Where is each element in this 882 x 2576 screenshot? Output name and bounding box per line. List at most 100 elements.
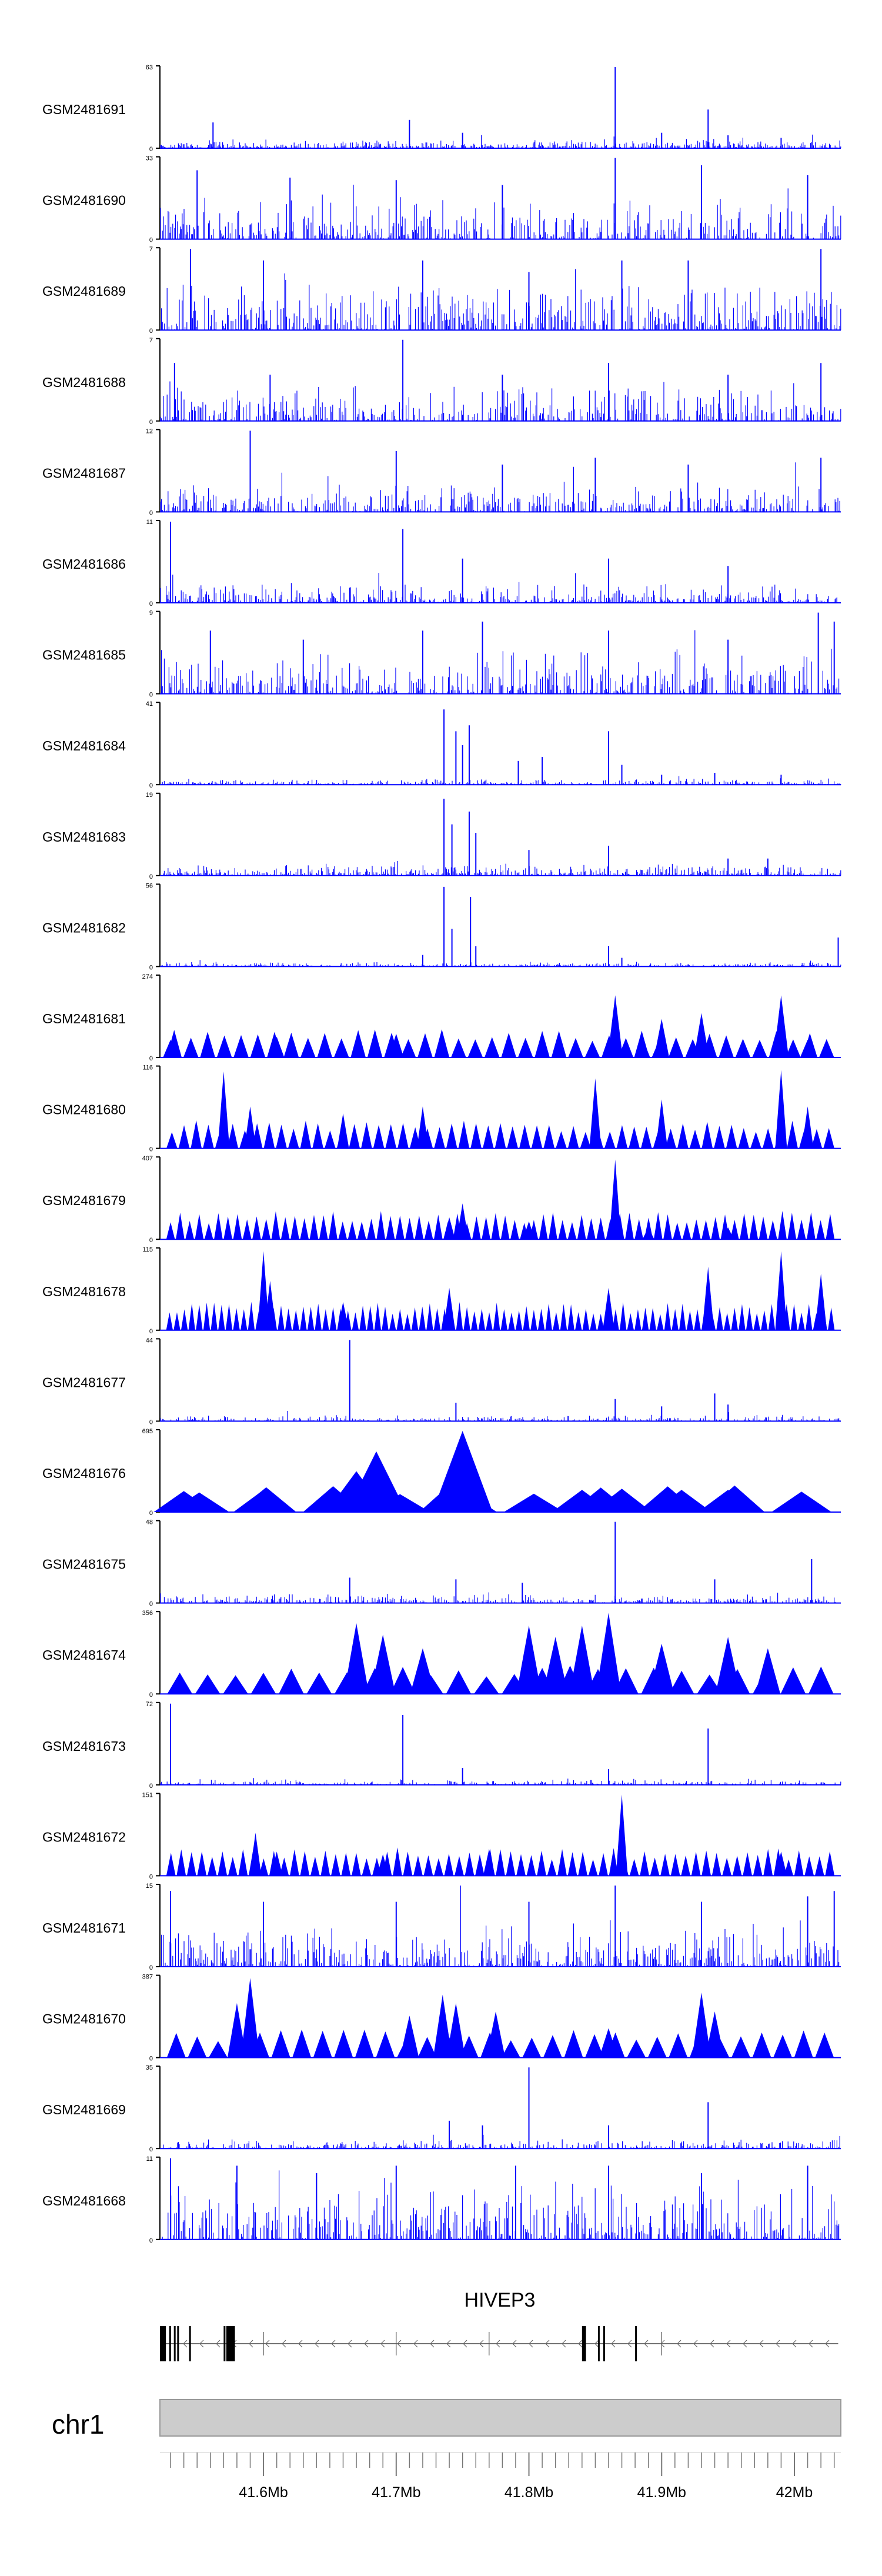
coverage-peak — [775, 1251, 787, 1330]
coverage-triangle — [649, 1307, 656, 1330]
coverage-triangle — [166, 1853, 176, 1876]
coverage-triangle — [815, 2033, 834, 2058]
coverage-triangle — [434, 1127, 445, 1149]
track-label: GSM2481672 — [42, 1829, 126, 1844]
coverage-triangle — [681, 1855, 691, 1876]
track-label: GSM2481687 — [42, 465, 126, 481]
coverage-peak — [691, 1993, 711, 2058]
coverage-triangle — [697, 1674, 722, 1694]
track-GSM2481687: GSM2481687 12 0 — [42, 428, 841, 516]
coverage-triangle — [167, 1673, 193, 1694]
coverage-triangle — [506, 1851, 516, 1876]
coverage-triangle — [225, 1304, 233, 1330]
coverage-triangle — [320, 1850, 330, 1876]
strand-arrow — [380, 2340, 385, 2348]
coverage-peak — [337, 1113, 349, 1149]
track-ymin-label: 0 — [149, 1419, 153, 1426]
track-ymin-label: 0 — [149, 692, 153, 699]
coverage-peak — [616, 1794, 628, 1876]
coverage-triangle — [730, 1220, 739, 1240]
coverage-peak — [377, 1854, 389, 1876]
strand-arrow — [315, 2340, 319, 2348]
coverage-triangle — [271, 1211, 280, 1240]
coverage-triangle — [417, 1033, 433, 1057]
coverage-triangle — [322, 1309, 329, 1330]
coverage-triangle — [300, 1851, 310, 1876]
strand-arrow — [644, 2340, 649, 2348]
coverage-triangle — [763, 1848, 773, 1876]
coverage-triangle — [543, 1125, 555, 1149]
coverage-peak — [410, 1648, 436, 1694]
strand-arrow — [430, 2340, 435, 2348]
coverage-triangle — [250, 1034, 266, 1057]
coverage-triangle — [585, 2034, 604, 2058]
coverage-peak — [607, 995, 623, 1057]
coverage-triangle — [482, 1216, 490, 1240]
coverage-triangle — [233, 1035, 249, 1057]
coverage-peak — [702, 1266, 714, 1330]
coverage-peak — [432, 1431, 493, 1512]
coverage-triangle — [248, 1302, 255, 1330]
coverage-triangle — [374, 1303, 382, 1330]
coverage-peak — [163, 1039, 178, 1057]
coverage-triangle — [338, 1221, 348, 1240]
coverage-bars — [160, 1778, 841, 1785]
coverage-triangle — [647, 2037, 667, 2058]
coverage-triangle — [352, 1312, 359, 1330]
coverage-peak — [443, 1217, 456, 1240]
coverage-triangle — [660, 1854, 670, 1876]
coverage-triangle — [470, 1123, 482, 1149]
coverage-triangle — [787, 1212, 797, 1240]
track-ymin-label: 0 — [149, 1783, 153, 1790]
track-label: GSM2481675 — [42, 1557, 126, 1572]
coverage-triangle — [797, 1219, 806, 1240]
coverage-triangle — [738, 1128, 750, 1149]
coverage-triangle — [262, 1219, 271, 1240]
coverage-triangle — [315, 1303, 322, 1330]
track-ymax-label: 356 — [142, 1610, 153, 1617]
coverage-triangle — [716, 1307, 723, 1330]
coverage-triangle — [195, 1674, 220, 1694]
gene-exon — [173, 2326, 176, 2361]
strand-arrow — [808, 2340, 813, 2348]
coverage-triangle — [537, 1309, 545, 1330]
gene-exon — [177, 2326, 179, 2361]
track-GSM2481688: GSM2481688 7 0 — [42, 337, 841, 426]
coverage-triangle — [577, 1214, 586, 1240]
track-GSM2481690: GSM2481690 33 0 — [42, 155, 841, 244]
coverage-triangle — [415, 1215, 424, 1240]
coverage-triangle — [501, 1033, 517, 1057]
coverage-triangle — [355, 2030, 374, 2058]
coverage-triangle — [694, 1309, 701, 1330]
coverage-triangle — [719, 1035, 734, 1057]
coverage-triangle — [549, 1212, 557, 1240]
strand-arrow — [512, 2340, 517, 2348]
coverage-peak — [388, 1033, 404, 1057]
coverage-triangle — [433, 1308, 441, 1330]
coverage-triangle — [604, 1131, 616, 1149]
coverage-bars — [160, 134, 841, 148]
strand-arrow — [545, 2340, 550, 2348]
coverage-triangle — [317, 1033, 333, 1057]
track-ymin-label: 0 — [149, 1873, 153, 1880]
coverage-triangle — [393, 1847, 402, 1876]
coverage-triangle — [825, 1851, 835, 1876]
track-ymax-label: 116 — [142, 1065, 153, 1072]
strand-arrow — [413, 2340, 418, 2348]
track-ymax-label: 33 — [146, 155, 153, 162]
coverage-bars — [162, 861, 841, 876]
coverage-triangle — [186, 1852, 196, 1876]
track-ymax-label: 274 — [142, 973, 153, 980]
coverage-triangle — [329, 1307, 337, 1330]
coverage-triangle — [434, 1858, 443, 1876]
coverage-triangle — [686, 1310, 694, 1330]
coverage-triangle — [732, 1856, 742, 1876]
coverage-peak — [543, 1637, 569, 1694]
coverage-triangle — [203, 1302, 211, 1330]
coverage-triangle — [472, 1216, 481, 1240]
coverage-triangle — [495, 1123, 506, 1149]
coverage-triangle — [752, 1039, 767, 1057]
coverage-triangle — [671, 1309, 679, 1330]
coverage-triangle — [794, 1850, 804, 1876]
track-label: GSM2481679 — [42, 1193, 126, 1208]
